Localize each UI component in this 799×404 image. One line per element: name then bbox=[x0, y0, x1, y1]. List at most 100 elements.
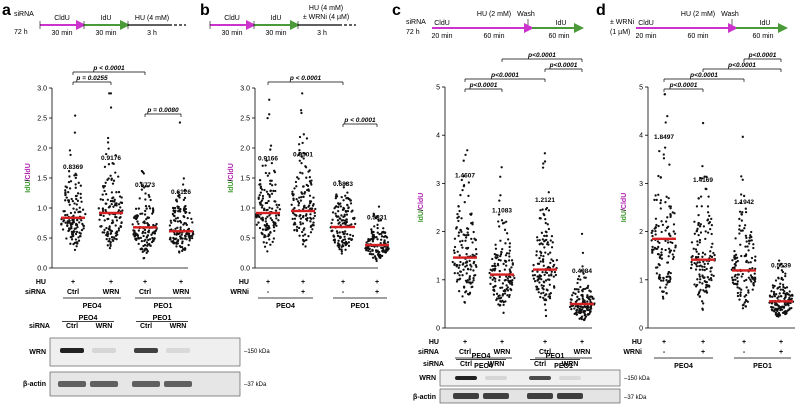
treatment-value: - bbox=[663, 349, 666, 356]
p-value-label: p<0.0001 bbox=[527, 52, 556, 59]
y-tick-label: 1.5 bbox=[37, 176, 47, 183]
blot-band bbox=[557, 393, 583, 399]
data-point bbox=[499, 259, 502, 262]
data-point bbox=[738, 287, 741, 290]
data-point bbox=[553, 286, 556, 289]
data-point bbox=[501, 282, 505, 285]
data-point bbox=[673, 232, 677, 235]
median-value-label: 0.9166 bbox=[258, 155, 278, 162]
data-point bbox=[175, 245, 178, 248]
data-point bbox=[709, 276, 713, 280]
data-point bbox=[739, 201, 742, 204]
y-tick-label: 0 bbox=[436, 326, 440, 333]
data-point bbox=[547, 253, 550, 256]
data-point bbox=[275, 224, 278, 227]
median-bar bbox=[769, 300, 793, 303]
data-point bbox=[344, 222, 347, 225]
data-point bbox=[311, 223, 314, 227]
data-point bbox=[472, 269, 475, 272]
data-point bbox=[706, 262, 710, 265]
data-point bbox=[111, 221, 115, 224]
data-point bbox=[468, 259, 471, 263]
data-point bbox=[504, 254, 508, 257]
data-point bbox=[568, 305, 572, 309]
blot-band bbox=[453, 393, 479, 399]
data-point bbox=[343, 235, 346, 238]
data-point bbox=[736, 280, 739, 283]
data-point bbox=[698, 295, 702, 298]
data-point bbox=[66, 213, 69, 217]
hu-sign: + bbox=[341, 279, 345, 286]
data-point bbox=[696, 261, 699, 264]
data-point bbox=[143, 243, 147, 247]
data-point bbox=[267, 235, 270, 238]
data-point bbox=[779, 263, 782, 266]
data-point bbox=[701, 121, 705, 125]
data-point bbox=[270, 192, 274, 195]
data-point bbox=[532, 263, 535, 267]
data-point bbox=[662, 279, 665, 282]
data-point bbox=[583, 299, 586, 302]
y-label-cldu: CldU bbox=[418, 193, 425, 209]
data-point bbox=[74, 238, 78, 241]
data-point bbox=[750, 239, 753, 242]
data-point bbox=[259, 217, 263, 220]
blot-band bbox=[90, 381, 118, 387]
data-point bbox=[703, 268, 706, 272]
data-point bbox=[706, 205, 710, 208]
data-point bbox=[706, 219, 709, 222]
data-point bbox=[79, 196, 82, 199]
data-point bbox=[695, 229, 699, 232]
data-point bbox=[69, 223, 73, 226]
data-point bbox=[546, 241, 549, 244]
data-point bbox=[259, 203, 262, 206]
data-point bbox=[149, 198, 152, 202]
data-point bbox=[105, 226, 108, 230]
data-point bbox=[588, 312, 591, 316]
hu-sign: + bbox=[143, 279, 147, 286]
data-point bbox=[536, 288, 540, 291]
data-point bbox=[181, 242, 184, 245]
data-point bbox=[137, 242, 140, 246]
data-point bbox=[143, 228, 147, 232]
data-point bbox=[181, 249, 184, 252]
timeline-seg1-label: CldU bbox=[638, 20, 654, 27]
data-point bbox=[67, 227, 71, 230]
data-point bbox=[494, 267, 497, 271]
data-point bbox=[505, 260, 508, 263]
data-point bbox=[491, 269, 494, 272]
data-point bbox=[101, 209, 105, 213]
median-bar bbox=[331, 225, 355, 229]
data-point bbox=[277, 219, 280, 222]
data-point bbox=[261, 228, 265, 231]
data-point bbox=[743, 279, 746, 283]
blot-band bbox=[529, 376, 551, 380]
data-point bbox=[337, 215, 340, 218]
median-value-label: 0.6773 bbox=[135, 182, 155, 189]
data-point bbox=[533, 274, 537, 277]
data-point bbox=[494, 243, 497, 246]
data-point bbox=[77, 236, 80, 239]
y-label-sep: / bbox=[418, 209, 425, 211]
data-point bbox=[772, 292, 776, 296]
data-point bbox=[290, 203, 293, 206]
data-point bbox=[736, 276, 739, 279]
data-point bbox=[65, 237, 68, 240]
treatment-value: - bbox=[267, 289, 270, 296]
data-point bbox=[668, 280, 671, 284]
treatment-value: Ctrl bbox=[67, 289, 79, 296]
data-point bbox=[709, 250, 712, 253]
data-point bbox=[753, 280, 757, 283]
treatment-value: + bbox=[779, 349, 783, 356]
data-point bbox=[751, 266, 754, 270]
median-value-label: 1.2121 bbox=[535, 197, 555, 204]
data-point bbox=[465, 272, 468, 275]
data-point bbox=[299, 171, 302, 174]
data-point bbox=[701, 268, 704, 271]
data-point bbox=[497, 294, 500, 298]
median-value-label: 0.4984 bbox=[572, 268, 592, 275]
data-point bbox=[335, 230, 339, 233]
data-point bbox=[349, 199, 353, 202]
